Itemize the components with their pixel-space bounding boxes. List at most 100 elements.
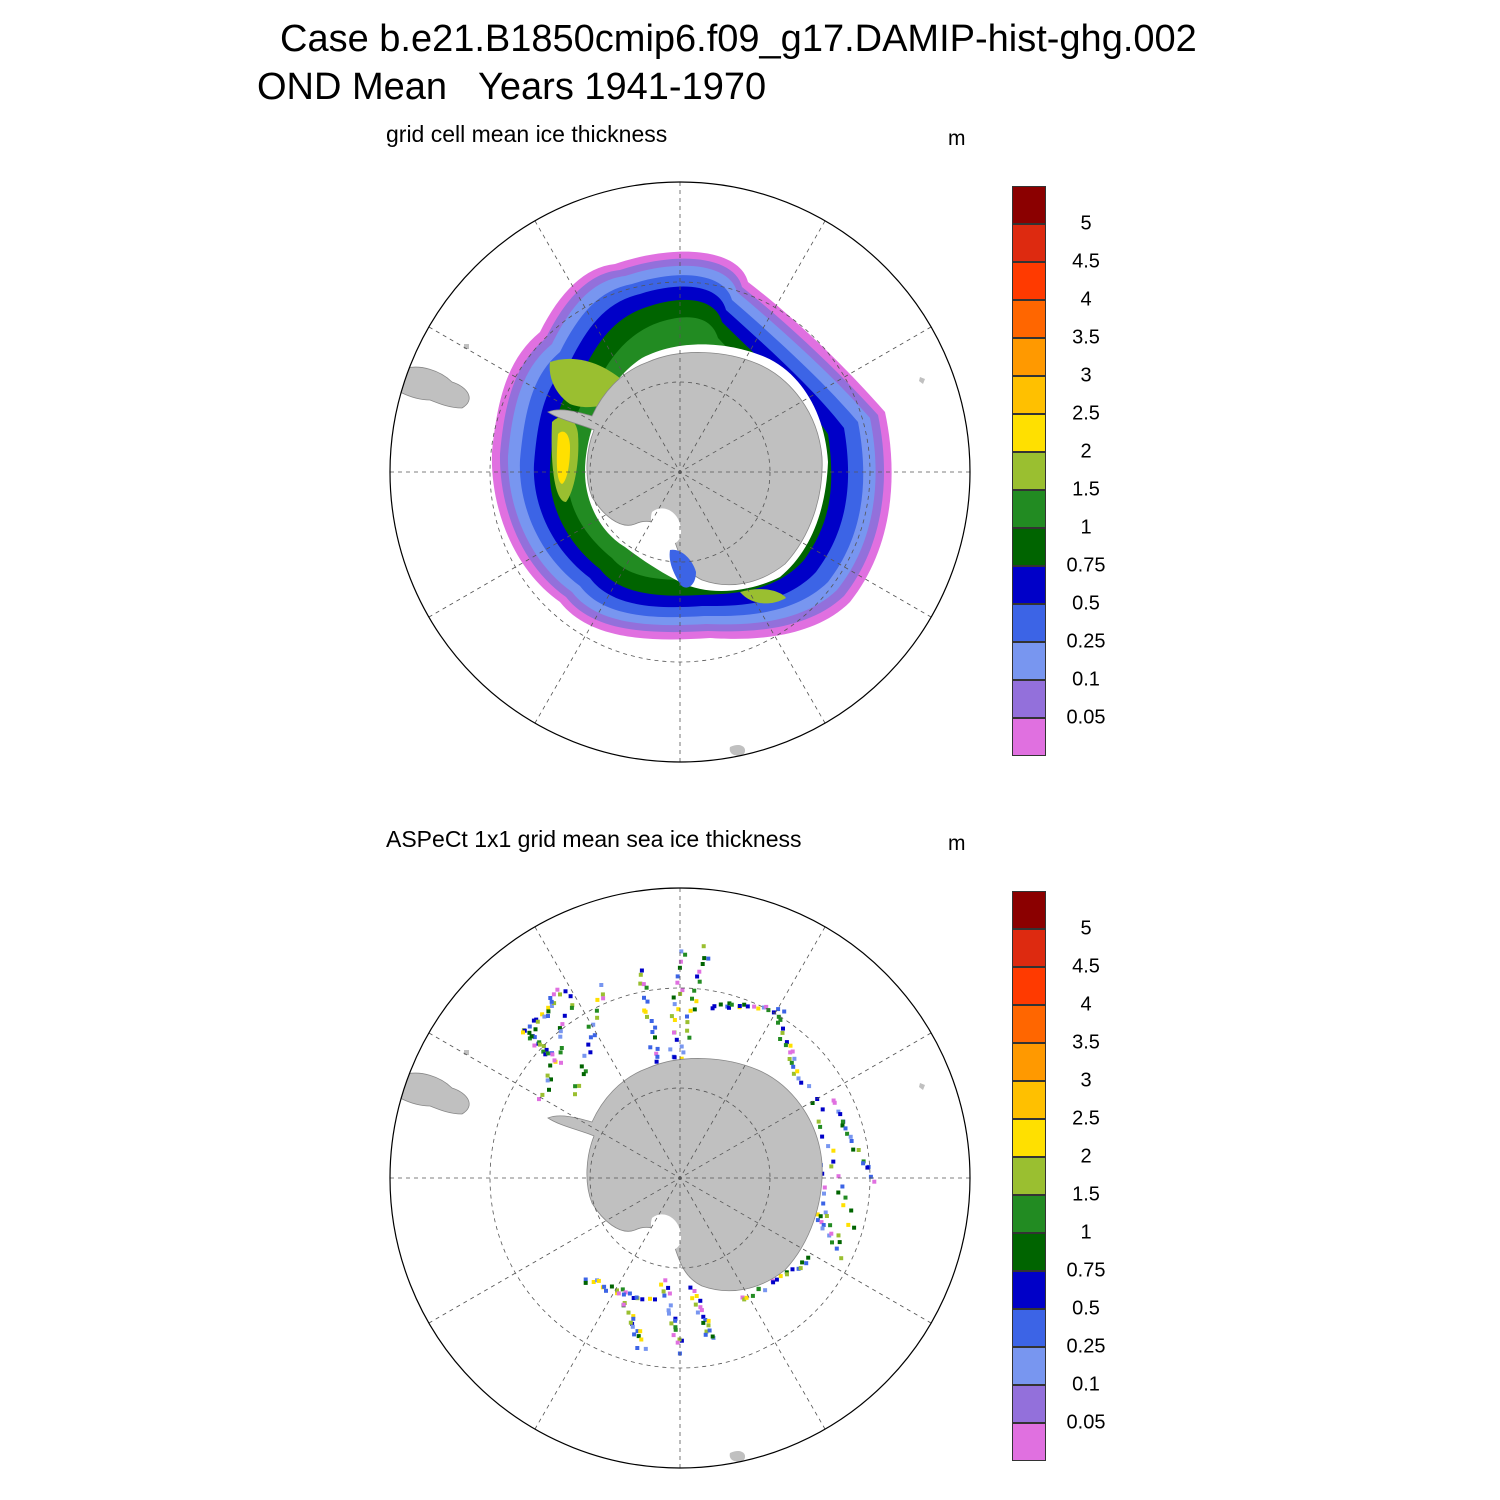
ice-thick-peninsula-core: [556, 431, 570, 484]
colorbar-swatch: [1012, 262, 1046, 300]
colorbar-label: 3: [1080, 364, 1092, 387]
obs-cell: [710, 1334, 715, 1339]
colorbar-label: 2.5: [1072, 1107, 1100, 1130]
obs-cell: [699, 1308, 704, 1313]
colorbar-label: 3.5: [1072, 326, 1100, 349]
colorbar-swatch: [1012, 1423, 1046, 1461]
obs-cell: [537, 1040, 542, 1045]
obs-cell: [635, 1329, 640, 1334]
obs-cell: [815, 1212, 820, 1217]
obs-cell: [533, 1027, 538, 1032]
obs-cell: [563, 989, 568, 994]
obs-cell: [865, 1165, 870, 1170]
obs-cell: [838, 1112, 843, 1117]
obs-cell: [785, 1272, 789, 1277]
obs-cell: [702, 956, 707, 961]
obs-cell: [700, 962, 705, 966]
obs-cell: [790, 1267, 795, 1272]
obs-cell: [541, 1049, 546, 1054]
obs-cell: [829, 1164, 834, 1169]
obs-cell: [841, 1203, 846, 1208]
obs-cell: [852, 1225, 857, 1230]
obs-cell: [535, 1019, 540, 1024]
obs-cell: [552, 1058, 557, 1063]
obs-cell: [659, 1282, 664, 1287]
obs-cell: [628, 1320, 633, 1325]
obs-cell: [569, 1005, 574, 1010]
obs-cell: [693, 1302, 698, 1307]
panel2-polar-map: [389, 887, 971, 1469]
obs-cell: [821, 1223, 826, 1227]
obs-cell: [836, 1109, 841, 1114]
obs-cell: [868, 1174, 873, 1179]
obs-cell: [799, 1080, 804, 1085]
obs-cell: [698, 1298, 703, 1303]
obs-cell: [692, 1007, 697, 1012]
obs-cell: [588, 1050, 593, 1055]
obs-cell: [727, 1005, 731, 1010]
obs-cell: [851, 1147, 856, 1152]
obs-cell: [558, 1050, 563, 1055]
obs-cell: [849, 1208, 854, 1213]
main-title-line1: Case b.e21.B1850cmip6.f09_g17.DAMIP-hist…: [280, 18, 1197, 60]
colorbar-label: 0.75: [1066, 1259, 1106, 1282]
colorbar-label: 4: [1080, 993, 1092, 1016]
obs-cell: [635, 1346, 640, 1350]
colorbar-swatch: [1012, 1347, 1046, 1385]
obs-cell: [861, 1161, 866, 1166]
obs-cell: [557, 1026, 562, 1031]
obs-cell: [675, 1340, 680, 1345]
obs-cell: [546, 1005, 551, 1010]
obs-cell: [804, 1261, 809, 1266]
obs-cell: [836, 1190, 841, 1195]
obs-cell: [820, 1107, 825, 1112]
obs-cell: [710, 1006, 715, 1011]
obs-cell: [806, 1255, 811, 1260]
obs-cell: [688, 1008, 693, 1013]
obs-cell: [663, 1278, 668, 1283]
obs-cell: [573, 1092, 577, 1097]
obs-cell: [643, 1346, 648, 1351]
colorbar-swatch: [1012, 1385, 1046, 1423]
obs-cell: [807, 1084, 812, 1089]
island-small-2: [919, 1083, 925, 1090]
colorbar-label: 4.5: [1072, 955, 1100, 978]
colorbar-label: 0.05: [1066, 706, 1106, 729]
panel2-units: m: [948, 832, 966, 855]
obs-cell: [570, 1003, 575, 1008]
colorbar-swatch: [1012, 1271, 1046, 1309]
island-small-3: [729, 744, 746, 756]
obs-cell: [537, 1042, 542, 1047]
obs-cell: [599, 983, 604, 987]
colorbar-label: 1: [1080, 516, 1092, 539]
obs-cell: [675, 974, 680, 979]
colorbar-swatch: [1012, 929, 1046, 967]
obs-cell: [677, 1337, 682, 1342]
obs-cell: [707, 1328, 712, 1333]
colorbar-label: 5: [1080, 917, 1092, 940]
obs-cell: [712, 1004, 717, 1009]
obs-cell: [634, 1295, 639, 1300]
obs-cell: [680, 988, 685, 993]
obs-cell: [582, 1053, 587, 1058]
colorbar-swatch: [1012, 891, 1046, 929]
obs-cell: [586, 1024, 591, 1029]
obs-cell: [742, 1297, 747, 1302]
obs-cell: [822, 1185, 827, 1190]
obs-cell: [795, 1069, 800, 1074]
obs-cell: [849, 1139, 854, 1143]
obs-cell: [816, 1119, 821, 1124]
obs-cell: [727, 1001, 732, 1006]
obs-cell: [820, 1134, 825, 1139]
obs-cell: [836, 1174, 841, 1179]
obs-cell: [821, 1201, 826, 1206]
obs-cell: [655, 1046, 660, 1051]
obs-cell: [662, 1293, 667, 1298]
obs-cell: [644, 985, 649, 990]
colorbar-swatch: [1012, 452, 1046, 490]
obs-cell: [661, 1289, 666, 1294]
obs-cell: [548, 996, 553, 1000]
obs-cell: [848, 1134, 853, 1139]
obs-cell: [592, 1033, 597, 1038]
obs-cell: [591, 1022, 596, 1027]
